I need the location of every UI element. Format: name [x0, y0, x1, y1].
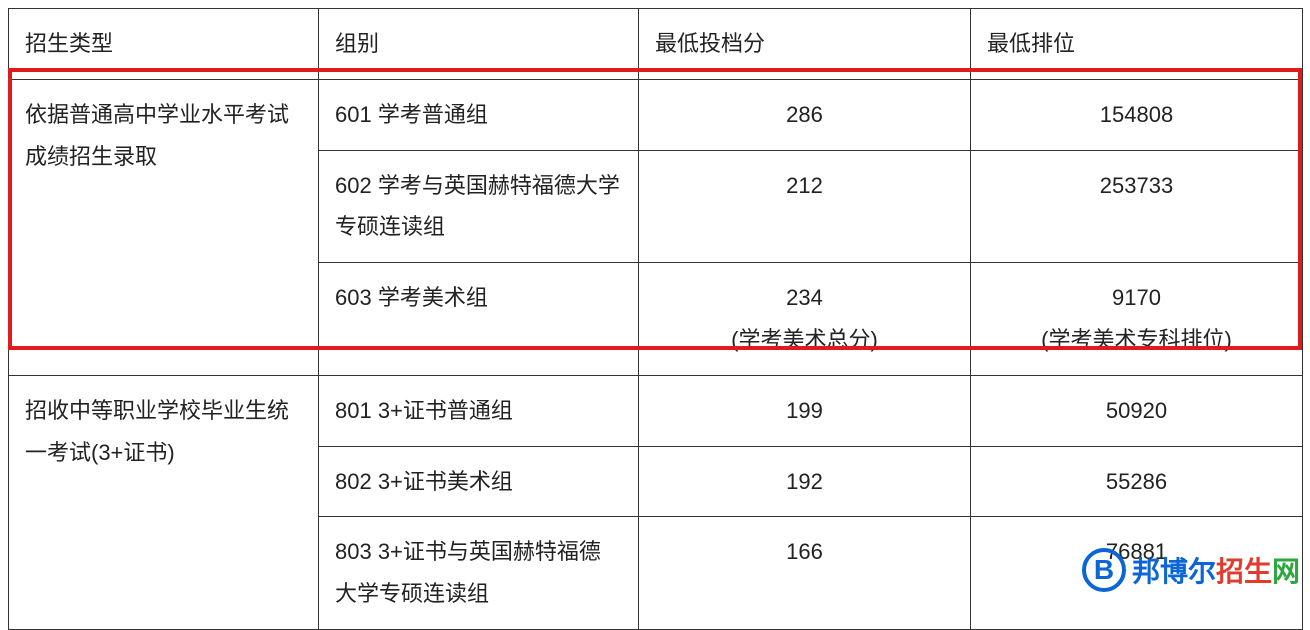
rank-cell: 253733 — [971, 150, 1303, 263]
group-cell: 603 学考美术组 — [319, 263, 639, 376]
score-note: (学考美术总分) — [655, 319, 954, 361]
rank-cell: 9170 (学考美术专科排位) — [971, 263, 1303, 376]
group-cell: 803 3+证书与英国赫特福德大学专硕连读组 — [319, 517, 639, 630]
rank-cell: 50920 — [971, 375, 1303, 446]
rank-cell: 55286 — [971, 446, 1303, 517]
watermark-b-icon: B — [1082, 548, 1126, 592]
table-row: 依据普通高中学业水平考试成绩招生录取 601 学考普通组 286 154808 — [9, 79, 1303, 150]
score-cell: 166 — [639, 517, 971, 630]
admissions-table: 招生类型 组别 最低投档分 最低排位 依据普通高中学业水平考试成绩招生录取 60… — [8, 8, 1303, 630]
watermark-part: 邦博尔 — [1132, 556, 1216, 587]
type-cell-academic: 依据普通高中学业水平考试成绩招生录取 — [9, 79, 319, 375]
type-cell-vocational: 招收中等职业学校毕业生统一考试(3+证书) — [9, 375, 319, 629]
header-type: 招生类型 — [9, 9, 319, 80]
watermark-text: 邦博尔招生网 — [1132, 550, 1300, 590]
score-cell: 234 (学考美术总分) — [639, 263, 971, 376]
header-score: 最低投档分 — [639, 9, 971, 80]
group-cell: 602 学考与英国赫特福德大学专硕连读组 — [319, 150, 639, 263]
watermark: B 邦博尔招生网 — [1082, 548, 1300, 592]
score-cell: 192 — [639, 446, 971, 517]
watermark-part: 招生 — [1216, 556, 1272, 587]
group-cell: 801 3+证书普通组 — [319, 375, 639, 446]
rank-value: 9170 — [1112, 285, 1161, 310]
score-value: 234 — [786, 285, 823, 310]
rank-note: (学考美术专科排位) — [987, 319, 1286, 361]
rank-cell: 154808 — [971, 79, 1303, 150]
watermark-part: 网 — [1272, 556, 1300, 587]
table-header-row: 招生类型 组别 最低投档分 最低排位 — [9, 9, 1303, 80]
header-rank: 最低排位 — [971, 9, 1303, 80]
header-group: 组别 — [319, 9, 639, 80]
group-cell: 802 3+证书美术组 — [319, 446, 639, 517]
score-cell: 212 — [639, 150, 971, 263]
group-cell: 601 学考普通组 — [319, 79, 639, 150]
table-row: 招收中等职业学校毕业生统一考试(3+证书) 801 3+证书普通组 199 50… — [9, 375, 1303, 446]
score-cell: 286 — [639, 79, 971, 150]
score-cell: 199 — [639, 375, 971, 446]
